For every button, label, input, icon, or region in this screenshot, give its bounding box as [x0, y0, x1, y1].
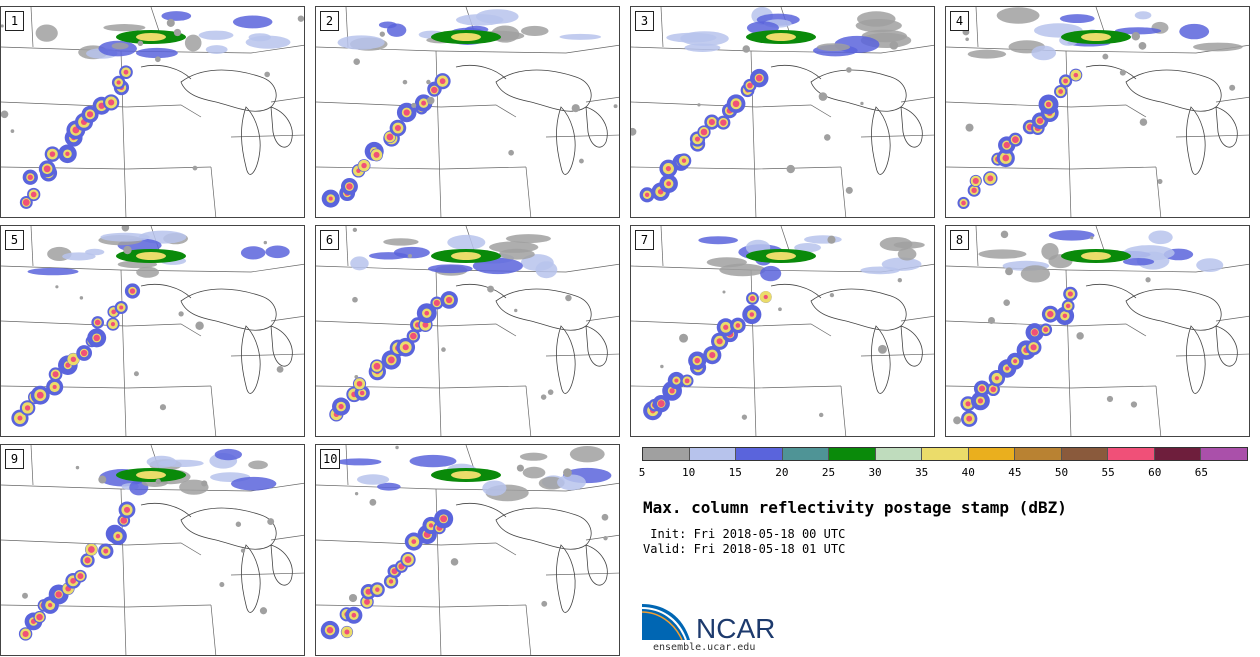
colorbar-tick-label: 30 [868, 466, 882, 479]
member-panel-10: 10 [315, 444, 620, 656]
colorbar-segment [689, 448, 737, 460]
reflectivity-map [316, 7, 619, 217]
colorbar-segment [829, 448, 876, 460]
colorbar-tick-label: 40 [961, 466, 975, 479]
colorbar-segment [875, 448, 923, 460]
reflectivity-map [1, 7, 304, 217]
member-panel-4: 4 [945, 6, 1250, 218]
colorbar-tick-label: 35 [915, 466, 929, 479]
logo-text: NCAR [696, 613, 775, 644]
colorbar-tick-label: 45 [1008, 466, 1022, 479]
plot-title: Max. column reflectivity postage stamp (… [643, 498, 1067, 517]
member-label: 9 [5, 449, 24, 469]
colorbar-tick-label: 25 [821, 466, 836, 479]
member-label: 7 [635, 230, 654, 250]
colorbar-tick-label: 15 [728, 466, 742, 479]
member-label: 4 [950, 11, 969, 31]
member-label: 10 [320, 449, 341, 469]
colorbar-segment [922, 448, 969, 460]
reflectivity-map [1, 226, 304, 436]
reflectivity-map [316, 445, 619, 655]
colorbar [642, 447, 1248, 461]
colorbar-segment [782, 448, 830, 460]
colorbar-tick-label: 10 [681, 466, 696, 479]
member-panel-1: 1 [0, 6, 305, 218]
colorbar-tick-label: 5 [638, 466, 646, 479]
member-label: 3 [635, 11, 654, 31]
logo-url: ensemble.ucar.edu [653, 642, 756, 653]
member-panel-8: 8 [945, 225, 1250, 437]
colorbar-ticks: 5 10 15 20 25 30 35 40 45 50 55 60 65 [638, 466, 1248, 480]
reflectivity-map [631, 226, 934, 436]
member-panel-9: 9 [0, 444, 305, 656]
ncar-logo: NCAR [641, 600, 802, 656]
reflectivity-map [946, 7, 1249, 217]
member-label: 1 [5, 11, 24, 31]
member-panel-5: 5 [0, 225, 305, 437]
member-label: 6 [320, 230, 339, 250]
colorbar-tick-label: 60 [1148, 466, 1162, 479]
member-label: 5 [5, 230, 24, 250]
colorbar-segment [1015, 448, 1062, 460]
reflectivity-map [316, 226, 619, 436]
colorbar-segment [736, 448, 783, 460]
colorbar-tick-label: 50 [1054, 466, 1069, 479]
colorbar-segment [1108, 448, 1155, 460]
colorbar-tick-label: 55 [1101, 466, 1115, 479]
init-time: Init: Fri 2018-05-18 00 UTC [643, 527, 846, 541]
valid-time: Valid: Fri 2018-05-18 01 UTC [643, 542, 846, 556]
reflectivity-map [631, 7, 934, 217]
colorbar-segment [1201, 448, 1247, 460]
colorbar-segment [1061, 448, 1109, 460]
colorbar-segment [1154, 448, 1202, 460]
colorbar-tick-label: 20 [775, 466, 789, 479]
colorbar-segment [968, 448, 1016, 460]
member-panel-2: 2 [315, 6, 620, 218]
reflectivity-map [946, 226, 1249, 436]
colorbar-segment [643, 448, 690, 460]
colorbar-tick-label: 65 [1194, 466, 1208, 479]
member-panel-6: 6 [315, 225, 620, 437]
reflectivity-map [1, 445, 304, 655]
member-panel-3: 3 [630, 6, 935, 218]
member-panel-7: 7 [630, 225, 935, 437]
member-label: 2 [320, 11, 339, 31]
member-label: 8 [950, 230, 969, 250]
